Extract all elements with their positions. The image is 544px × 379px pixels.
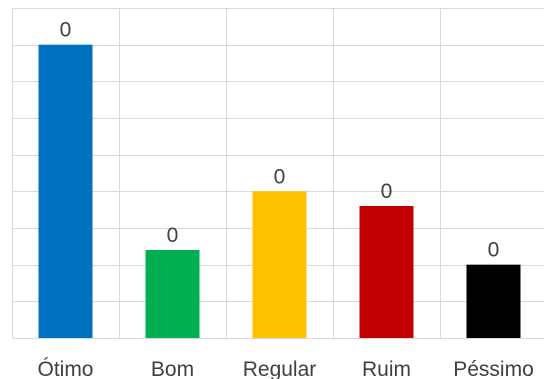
data-label: 0: [60, 19, 72, 42]
bar-bom: [145, 250, 200, 338]
bar-otimo: [38, 44, 93, 339]
data-label: 0: [488, 239, 500, 262]
category-tick-label: Ótimo: [37, 358, 93, 379]
data-labels: 0 0 0 0 0: [60, 19, 500, 262]
data-label: 0: [274, 165, 286, 188]
data-label: 0: [167, 224, 179, 247]
bars: [38, 44, 521, 339]
bar-pessimo: [466, 264, 521, 338]
category-tick-label: Ruim: [362, 358, 411, 379]
category-tick-labels: Ótimo Bom Regular Ruim Péssimo: [37, 358, 533, 379]
category-tick-label: Bom: [151, 358, 194, 379]
category-tick-label: Péssimo: [453, 358, 534, 379]
bar-ruim: [359, 206, 414, 338]
bar-regular: [252, 191, 307, 338]
category-tick-label: Regular: [243, 358, 317, 379]
data-label: 0: [381, 180, 393, 203]
